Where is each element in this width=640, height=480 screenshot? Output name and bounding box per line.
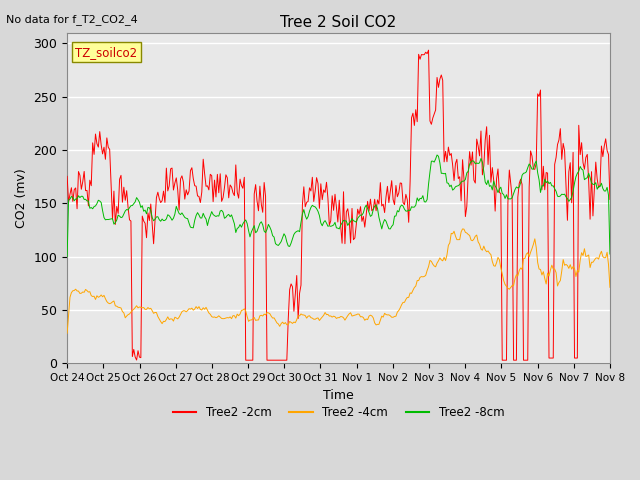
Y-axis label: CO2 (mv): CO2 (mv)	[15, 168, 28, 228]
Legend: Tree2 -2cm, Tree2 -4cm, Tree2 -8cm: Tree2 -2cm, Tree2 -4cm, Tree2 -8cm	[168, 401, 509, 424]
Text: TZ_soilco2: TZ_soilco2	[76, 46, 138, 59]
X-axis label: Time: Time	[323, 389, 354, 402]
Title: Tree 2 Soil CO2: Tree 2 Soil CO2	[280, 15, 397, 30]
Text: No data for f_T2_CO2_4: No data for f_T2_CO2_4	[6, 14, 138, 25]
